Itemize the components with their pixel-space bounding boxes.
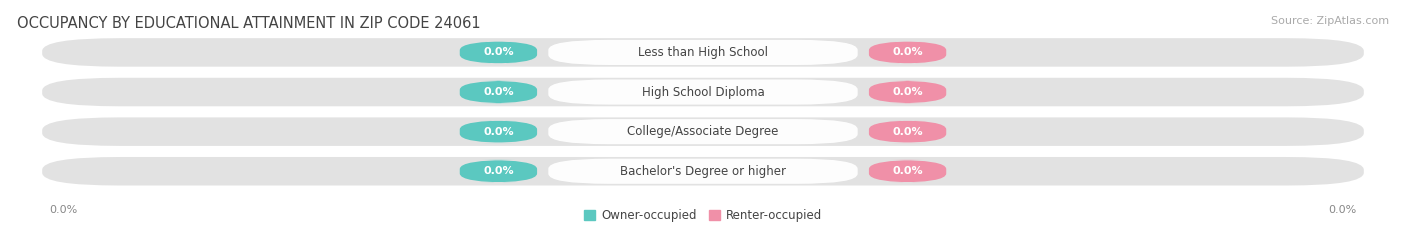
FancyBboxPatch shape <box>42 117 1364 146</box>
Text: High School Diploma: High School Diploma <box>641 86 765 99</box>
FancyBboxPatch shape <box>460 120 537 143</box>
Text: 0.0%: 0.0% <box>484 48 513 57</box>
Text: College/Associate Degree: College/Associate Degree <box>627 125 779 138</box>
FancyBboxPatch shape <box>869 160 946 183</box>
FancyBboxPatch shape <box>460 160 537 183</box>
FancyBboxPatch shape <box>548 119 858 144</box>
Text: 0.0%: 0.0% <box>893 87 922 97</box>
Text: 0.0%: 0.0% <box>1329 205 1357 215</box>
Text: 0.0%: 0.0% <box>893 166 922 176</box>
Text: Less than High School: Less than High School <box>638 46 768 59</box>
FancyBboxPatch shape <box>548 40 858 65</box>
FancyBboxPatch shape <box>548 79 858 105</box>
FancyBboxPatch shape <box>42 157 1364 185</box>
Text: 0.0%: 0.0% <box>893 48 922 57</box>
Text: OCCUPANCY BY EDUCATIONAL ATTAINMENT IN ZIP CODE 24061: OCCUPANCY BY EDUCATIONAL ATTAINMENT IN Z… <box>17 16 481 31</box>
Text: Bachelor's Degree or higher: Bachelor's Degree or higher <box>620 165 786 178</box>
FancyBboxPatch shape <box>42 38 1364 67</box>
Text: 0.0%: 0.0% <box>893 127 922 137</box>
Text: Source: ZipAtlas.com: Source: ZipAtlas.com <box>1271 16 1389 26</box>
FancyBboxPatch shape <box>869 81 946 103</box>
FancyBboxPatch shape <box>460 41 537 64</box>
Text: 0.0%: 0.0% <box>484 87 513 97</box>
FancyBboxPatch shape <box>42 78 1364 106</box>
Text: 0.0%: 0.0% <box>484 127 513 137</box>
FancyBboxPatch shape <box>869 120 946 143</box>
FancyBboxPatch shape <box>869 41 946 64</box>
Text: 0.0%: 0.0% <box>49 205 77 215</box>
Legend: Owner-occupied, Renter-occupied: Owner-occupied, Renter-occupied <box>579 205 827 227</box>
Text: 0.0%: 0.0% <box>484 166 513 176</box>
FancyBboxPatch shape <box>460 81 537 103</box>
FancyBboxPatch shape <box>548 159 858 184</box>
